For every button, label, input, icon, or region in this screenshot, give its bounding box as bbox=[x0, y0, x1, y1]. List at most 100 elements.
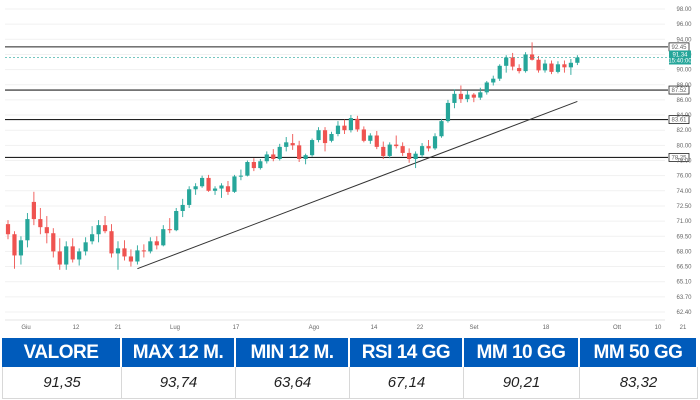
candle-body bbox=[271, 154, 276, 159]
stat-header: MM 10 GG bbox=[464, 338, 580, 367]
stat-value: 67,14 bbox=[350, 367, 464, 399]
candle bbox=[38, 207, 43, 235]
candle-body bbox=[193, 186, 198, 190]
stat-rsi-14: RSI 14 GG 67,14 bbox=[350, 338, 464, 400]
x-tick-label: 12 bbox=[73, 325, 80, 331]
candle-body bbox=[44, 227, 49, 234]
candle-body bbox=[439, 121, 444, 137]
candle bbox=[322, 127, 328, 152]
candle-body bbox=[542, 63, 548, 71]
candle bbox=[419, 143, 425, 158]
candle bbox=[465, 90, 470, 103]
x-tick-label: Giu bbox=[21, 325, 30, 331]
candle-body bbox=[154, 241, 159, 246]
candle-body bbox=[225, 186, 231, 192]
candle bbox=[258, 158, 263, 170]
candle bbox=[297, 140, 302, 163]
candle-body bbox=[484, 82, 489, 93]
candle bbox=[342, 119, 347, 134]
candle bbox=[316, 127, 321, 143]
y-tick-label: 94.00 bbox=[676, 37, 692, 43]
candle bbox=[303, 153, 308, 165]
candle bbox=[77, 248, 82, 266]
y-tick-label: 63.70 bbox=[676, 295, 692, 301]
candle bbox=[232, 174, 237, 193]
candle-body bbox=[536, 59, 541, 71]
y-tick-label: 88.00 bbox=[676, 83, 692, 89]
candle-body bbox=[400, 146, 405, 153]
candle bbox=[167, 218, 172, 234]
candle-body bbox=[90, 234, 95, 242]
candle-body bbox=[419, 146, 425, 156]
candle-body bbox=[426, 146, 431, 149]
candle bbox=[44, 216, 49, 244]
candle bbox=[536, 55, 541, 73]
x-tick-label: Ott bbox=[613, 325, 621, 331]
stat-value: 63,64 bbox=[236, 367, 350, 399]
candle bbox=[374, 130, 379, 150]
chart-grid bbox=[5, 8, 665, 321]
candle-body bbox=[135, 250, 140, 262]
candle bbox=[174, 207, 179, 232]
candle-body bbox=[64, 246, 69, 265]
candle-body bbox=[575, 57, 580, 63]
y-tick-label: 74.00 bbox=[676, 189, 692, 195]
candle bbox=[193, 183, 198, 195]
candle bbox=[128, 249, 134, 267]
level-tag-label: 83.61 bbox=[671, 118, 687, 124]
x-tick-label: 14 bbox=[371, 325, 378, 331]
x-tick-label: 21 bbox=[115, 325, 122, 331]
candle bbox=[141, 244, 146, 258]
candle-body bbox=[251, 162, 256, 169]
candle bbox=[394, 135, 399, 149]
stats-table: VALORE 91,35 MAX 12 M. 93,74 MIN 12 M. 6… bbox=[2, 338, 698, 400]
candle bbox=[148, 237, 153, 254]
candle bbox=[542, 59, 548, 73]
x-tick-label: 17 bbox=[233, 325, 240, 331]
candle-body bbox=[258, 161, 263, 169]
candle-body bbox=[432, 136, 438, 149]
x-tick-label: 21 bbox=[680, 325, 687, 331]
x-tick-label: Lug bbox=[170, 325, 180, 331]
candle-body bbox=[12, 234, 17, 256]
candle bbox=[517, 64, 522, 74]
candle bbox=[212, 186, 218, 195]
level-tag: 83.61 bbox=[668, 115, 690, 124]
candle-body bbox=[316, 130, 321, 141]
trendline bbox=[137, 100, 578, 270]
x-tick-label: Ago bbox=[309, 325, 320, 331]
candle bbox=[407, 148, 412, 163]
candle bbox=[555, 61, 561, 74]
candle bbox=[122, 240, 127, 261]
candle bbox=[96, 220, 101, 243]
candle bbox=[271, 149, 276, 162]
y-tick-label: 66.50 bbox=[676, 265, 692, 271]
candle bbox=[135, 245, 140, 265]
candle-body bbox=[523, 54, 528, 72]
candle-body bbox=[238, 175, 244, 177]
candle-body bbox=[394, 144, 399, 147]
candle bbox=[83, 237, 88, 256]
y-tick-label: 65.10 bbox=[676, 280, 692, 286]
candle bbox=[154, 236, 159, 250]
candle-body bbox=[264, 154, 269, 162]
stat-value: 90,21 bbox=[464, 367, 580, 399]
candle bbox=[329, 131, 334, 143]
stat-mm-50: MM 50 GG 83,32 bbox=[580, 338, 698, 400]
candle bbox=[206, 174, 211, 192]
candle bbox=[309, 138, 315, 157]
candle-body bbox=[167, 229, 172, 231]
stat-header: VALORE bbox=[2, 338, 122, 367]
candle-body bbox=[413, 153, 418, 159]
candle-body bbox=[219, 185, 224, 189]
candle bbox=[187, 186, 192, 208]
y-tick-label: 71.00 bbox=[676, 219, 692, 225]
candle bbox=[432, 133, 438, 150]
candle bbox=[64, 241, 69, 270]
candle bbox=[31, 191, 36, 226]
candle bbox=[200, 175, 205, 188]
candle bbox=[18, 236, 24, 265]
candle bbox=[426, 140, 431, 152]
